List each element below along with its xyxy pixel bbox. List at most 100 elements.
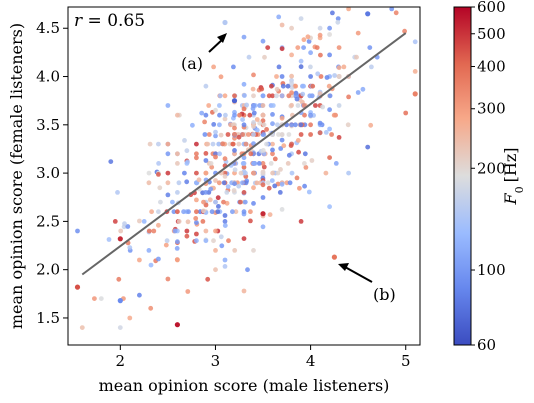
data-point [226, 238, 231, 244]
data-point [268, 161, 274, 166]
data-point [298, 132, 304, 137]
data-point [251, 103, 256, 108]
data-point [270, 93, 275, 99]
data-point [165, 170, 171, 176]
data-point [213, 267, 218, 273]
data-point [308, 122, 313, 128]
data-point [194, 141, 199, 147]
data-point [295, 138, 301, 143]
colorbar-tick-label: 400 [477, 58, 506, 76]
data-point [184, 233, 190, 239]
data-point [266, 93, 272, 99]
x-tick-label: 2 [116, 352, 126, 370]
data-point [302, 161, 307, 166]
data-point [302, 112, 307, 118]
data-point [247, 112, 253, 118]
data-point [286, 152, 292, 158]
y-tick-label: 4.0 [36, 68, 60, 86]
data-point [202, 132, 208, 137]
x-axis-label: mean opinion score (male listeners) [99, 376, 390, 395]
data-point [279, 74, 285, 79]
data-point [210, 141, 216, 147]
data-point [175, 190, 180, 195]
data-point [241, 164, 247, 170]
data-point [233, 209, 239, 215]
data-point [147, 141, 153, 147]
data-point [208, 186, 214, 192]
data-point [231, 188, 237, 193]
data-point [156, 141, 161, 147]
data-point [324, 75, 330, 80]
data-point [251, 120, 256, 125]
data-point [218, 132, 224, 138]
data-point [259, 86, 265, 92]
data-point [231, 98, 238, 104]
data-point [360, 86, 366, 92]
data-point [194, 170, 199, 176]
data-point [320, 104, 325, 110]
data-point [270, 170, 275, 176]
data-point [264, 126, 269, 132]
data-point [108, 159, 114, 165]
data-point [222, 170, 228, 176]
data-point [300, 91, 306, 97]
data-point [219, 243, 225, 249]
data-point [251, 161, 256, 166]
data-point [261, 164, 267, 170]
data-point [213, 133, 218, 139]
data-point [241, 81, 247, 87]
data-point [171, 209, 177, 215]
data-point [289, 73, 294, 79]
data-point [211, 238, 216, 244]
data-point [217, 151, 223, 157]
data-point [203, 190, 209, 195]
data-point [265, 180, 271, 186]
data-point [174, 322, 180, 328]
data-point [303, 165, 309, 170]
data-point [232, 125, 237, 131]
data-point [317, 120, 323, 126]
data-point [137, 257, 142, 263]
data-point [369, 64, 374, 70]
data-point [289, 85, 295, 90]
data-point [297, 185, 302, 191]
data-point [298, 122, 304, 128]
data-point [222, 264, 228, 269]
data-point [224, 200, 230, 206]
data-point [125, 224, 131, 229]
data-point [355, 90, 361, 95]
data-point [215, 209, 221, 215]
data-point [275, 170, 281, 176]
data-point [141, 219, 147, 224]
data-point [317, 32, 323, 38]
data-point [184, 179, 190, 185]
data-point [260, 148, 266, 153]
data-point [182, 138, 187, 143]
data-point [238, 170, 244, 176]
data-point [176, 219, 182, 224]
data-point [308, 64, 313, 70]
y-tick-label: 4.5 [36, 19, 60, 37]
data-point [175, 257, 180, 263]
data-point [216, 204, 221, 209]
data-point [196, 177, 202, 183]
data-point [201, 199, 206, 205]
data-point [306, 189, 312, 195]
data-point [209, 209, 215, 215]
data-point [148, 262, 154, 268]
data-point [257, 103, 263, 108]
data-point [194, 155, 199, 161]
data-point [112, 219, 118, 224]
data-point [203, 238, 209, 244]
data-point [245, 267, 250, 273]
data-point [336, 74, 342, 79]
data-point [240, 161, 246, 166]
data-point [289, 25, 294, 31]
data-point [327, 204, 332, 210]
data-point [206, 103, 212, 108]
data-point [327, 52, 332, 58]
data-point [277, 190, 283, 195]
data-point [241, 236, 247, 242]
data-point [206, 132, 212, 137]
data-point [270, 141, 275, 147]
